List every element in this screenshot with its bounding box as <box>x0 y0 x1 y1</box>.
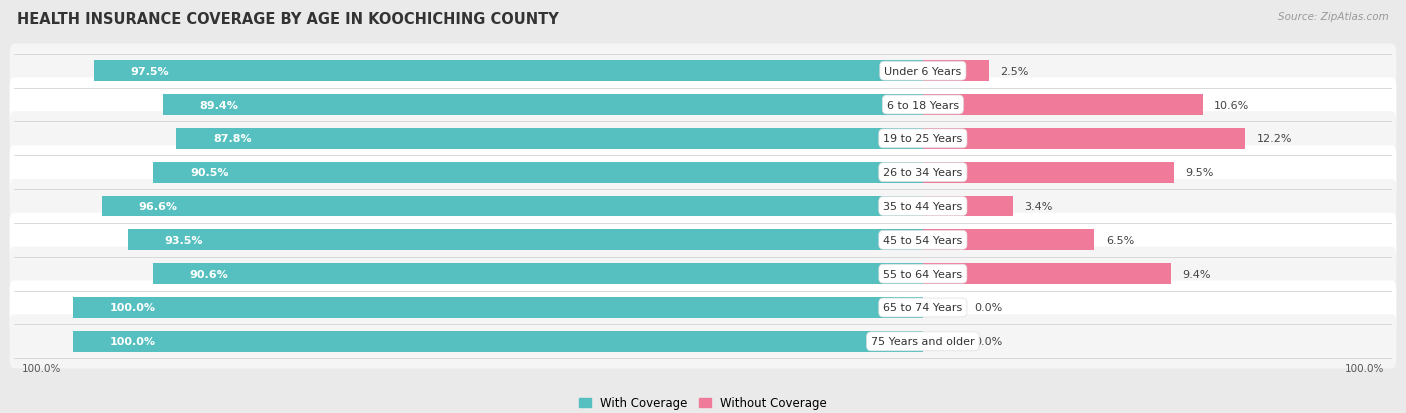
Bar <box>163 95 922 116</box>
FancyBboxPatch shape <box>10 281 1396 335</box>
Text: 35 to 44 Years: 35 to 44 Years <box>883 202 963 211</box>
Bar <box>153 263 922 285</box>
Text: 55 to 64 Years: 55 to 64 Years <box>883 269 963 279</box>
Bar <box>922 196 1012 217</box>
Text: 93.5%: 93.5% <box>165 235 202 245</box>
FancyBboxPatch shape <box>10 146 1396 200</box>
Text: 10.6%: 10.6% <box>1215 100 1250 110</box>
FancyBboxPatch shape <box>10 180 1396 233</box>
FancyBboxPatch shape <box>10 247 1396 301</box>
Text: 3.4%: 3.4% <box>1025 202 1053 211</box>
Text: 65 to 74 Years: 65 to 74 Years <box>883 303 963 313</box>
Text: 100.0%: 100.0% <box>21 363 60 373</box>
Text: 100.0%: 100.0% <box>1346 363 1385 373</box>
FancyBboxPatch shape <box>10 78 1396 132</box>
Bar <box>101 196 922 217</box>
Text: 96.6%: 96.6% <box>138 202 177 211</box>
Bar <box>922 61 988 82</box>
Text: 90.5%: 90.5% <box>190 168 229 178</box>
Text: 100.0%: 100.0% <box>110 303 155 313</box>
Text: 75 Years and older: 75 Years and older <box>872 337 974 347</box>
Text: 100.0%: 100.0% <box>110 337 155 347</box>
FancyBboxPatch shape <box>10 112 1396 166</box>
Text: HEALTH INSURANCE COVERAGE BY AGE IN KOOCHICHING COUNTY: HEALTH INSURANCE COVERAGE BY AGE IN KOOC… <box>17 12 558 27</box>
Text: Source: ZipAtlas.com: Source: ZipAtlas.com <box>1278 12 1389 22</box>
FancyBboxPatch shape <box>10 45 1396 98</box>
Bar <box>922 162 1174 183</box>
Text: 0.0%: 0.0% <box>974 303 1002 313</box>
Bar <box>922 263 1171 285</box>
Bar <box>922 128 1244 150</box>
Bar <box>922 230 1094 251</box>
Text: Under 6 Years: Under 6 Years <box>884 66 962 76</box>
Text: 90.6%: 90.6% <box>190 269 228 279</box>
Text: 97.5%: 97.5% <box>131 66 169 76</box>
Legend: With Coverage, Without Coverage: With Coverage, Without Coverage <box>574 392 832 413</box>
Text: 19 to 25 Years: 19 to 25 Years <box>883 134 963 144</box>
Bar <box>153 162 922 183</box>
Bar <box>73 331 922 352</box>
Text: 6 to 18 Years: 6 to 18 Years <box>887 100 959 110</box>
Text: 9.4%: 9.4% <box>1182 269 1211 279</box>
Text: 26 to 34 Years: 26 to 34 Years <box>883 168 963 178</box>
Bar <box>176 128 922 150</box>
Text: 9.5%: 9.5% <box>1185 168 1213 178</box>
Text: 45 to 54 Years: 45 to 54 Years <box>883 235 963 245</box>
Text: 89.4%: 89.4% <box>200 100 239 110</box>
Bar <box>128 230 922 251</box>
FancyBboxPatch shape <box>10 315 1396 368</box>
Bar <box>922 95 1202 116</box>
Text: 87.8%: 87.8% <box>214 134 252 144</box>
Text: 2.5%: 2.5% <box>1001 66 1029 76</box>
Text: 0.0%: 0.0% <box>974 337 1002 347</box>
Bar <box>94 61 922 82</box>
FancyBboxPatch shape <box>10 213 1396 267</box>
Bar <box>73 297 922 318</box>
Text: 12.2%: 12.2% <box>1257 134 1292 144</box>
Text: 6.5%: 6.5% <box>1107 235 1135 245</box>
